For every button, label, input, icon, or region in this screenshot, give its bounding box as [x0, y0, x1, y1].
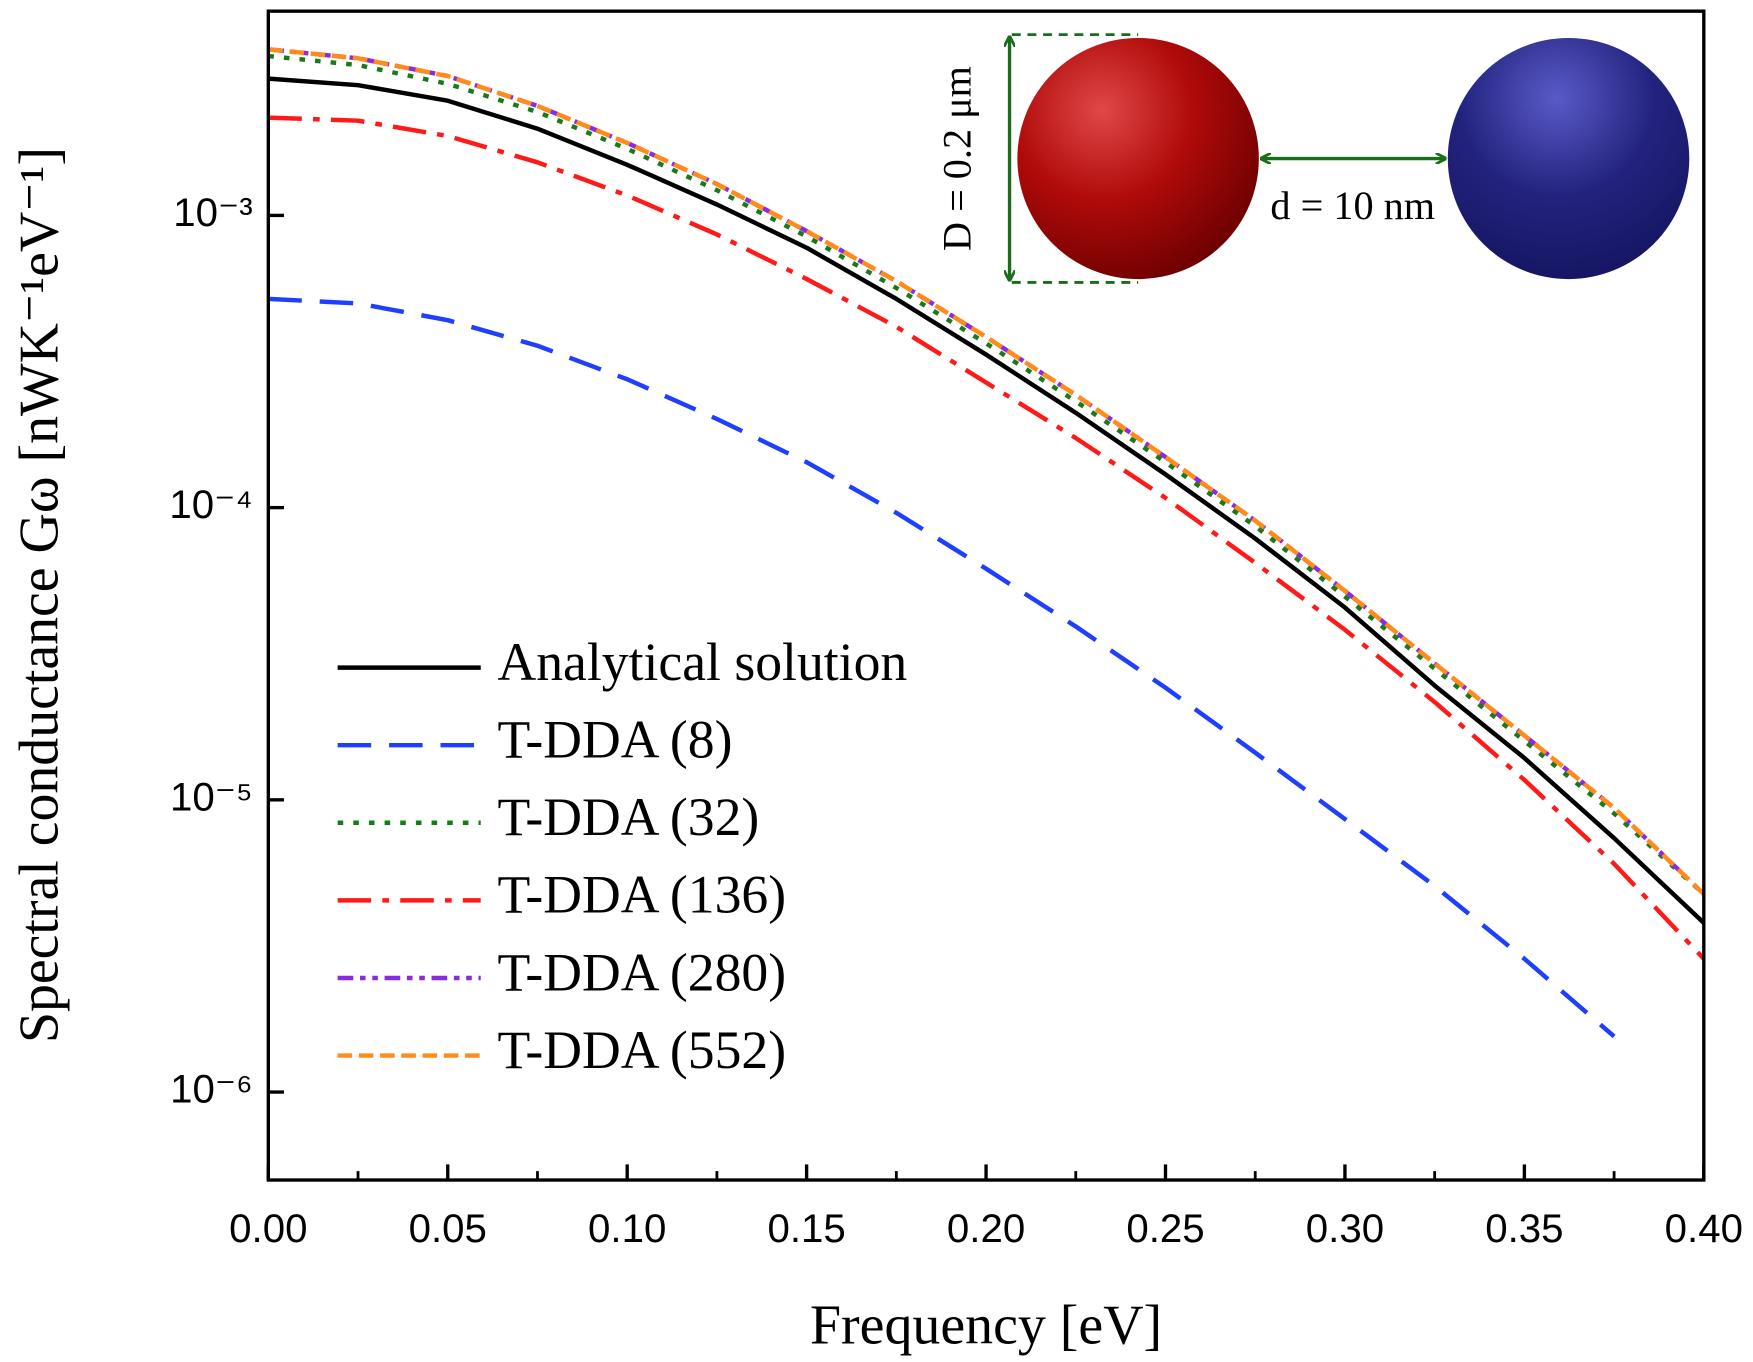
y-tick-label: 10⁻⁶	[170, 1067, 253, 1112]
red-sphere	[1017, 37, 1259, 280]
legend-label: T-DDA (280)	[498, 942, 787, 1002]
inset-diagram: D = 0.2 μm d = 10 nm	[935, 33, 1690, 284]
y-tick-label: 10⁻⁵	[170, 774, 253, 819]
series-line	[268, 47, 1706, 896]
legend-label: T-DDA (136)	[498, 865, 787, 925]
legend-label: T-DDA (8)	[498, 710, 733, 770]
x-tick-label: 0.20	[947, 1206, 1025, 1251]
blue-sphere	[1447, 37, 1690, 280]
x-tick-label: 0.15	[767, 1206, 845, 1251]
x-tick-label: 0.00	[229, 1206, 307, 1251]
y-tick-label: 10⁻⁴	[169, 482, 252, 527]
x-tick-label: 0.40	[1665, 1206, 1743, 1251]
x-tick-label: 0.30	[1306, 1206, 1384, 1251]
series-line	[268, 76, 1706, 925]
x-tick-label: 0.25	[1126, 1206, 1204, 1251]
diameter-label: D = 0.2 μm	[935, 66, 980, 251]
series-line	[268, 296, 1616, 1039]
y-axis-label: Spectral conductance Gω [nWK⁻¹eV⁻¹]	[9, 147, 71, 1043]
legend-label: Analytical solution	[498, 632, 908, 692]
x-tick-label: 0.10	[588, 1206, 666, 1251]
plot-frame	[266, 9, 1706, 1182]
legend-label: T-DDA (552)	[498, 1020, 787, 1080]
legend-label: T-DDA (32)	[498, 787, 760, 847]
series-line	[268, 115, 1706, 961]
x-tick-label: 0.35	[1485, 1206, 1563, 1251]
x-axis-label: Frequency [eV]	[810, 1295, 1162, 1357]
gap-label: d = 10 nm	[1270, 183, 1435, 228]
y-tick-label: 10⁻³	[173, 190, 252, 235]
x-tick-label: 0.05	[409, 1206, 487, 1251]
